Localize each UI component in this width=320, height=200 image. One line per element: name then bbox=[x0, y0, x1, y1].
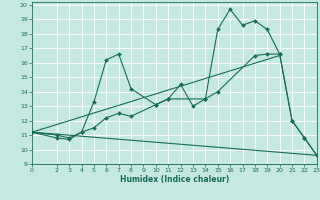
X-axis label: Humidex (Indice chaleur): Humidex (Indice chaleur) bbox=[120, 175, 229, 184]
